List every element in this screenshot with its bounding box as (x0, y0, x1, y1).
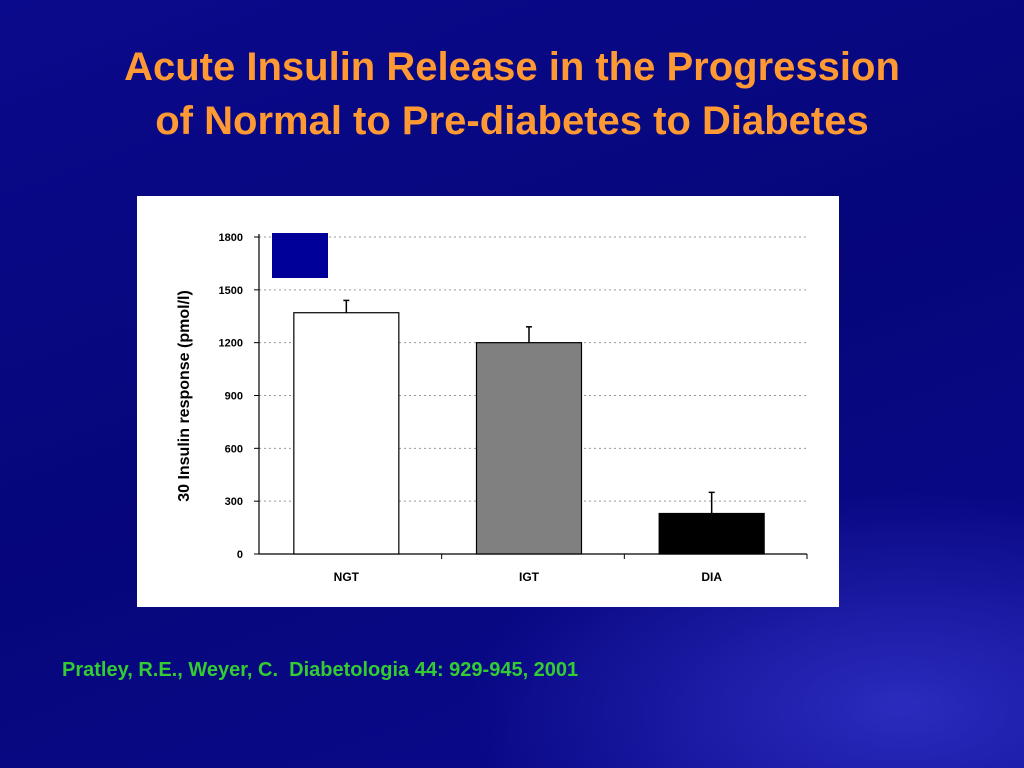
bar-igt (475, 342, 583, 555)
title-line-1: Acute Insulin Release in the Progression (124, 45, 900, 89)
bars (293, 299, 765, 555)
x-tick-label-igt: IGT (519, 570, 540, 584)
bar-ngt (293, 312, 400, 555)
chart-panel: 0 300 600 900 1200 1500 1800 NGT IGT DIA 30 Insuli… (137, 196, 839, 607)
labels: 0 300 600 900 1200 1500 1800 NGT IGT DIA 30 Insuli… (176, 232, 722, 584)
bar-dia (658, 512, 765, 555)
x-tick-label-ngt: NGT (334, 570, 360, 584)
y-tick-label: 300 (225, 496, 243, 508)
slide-title: Acute Insulin Release in the Progression… (0, 40, 1024, 148)
y-tick-label: 0 (237, 549, 243, 561)
title-line-2: of Normal to Pre-diabetes to Diabetes (155, 99, 869, 143)
y-axis-title: 30 Insulin response (pmol/l) (176, 290, 193, 502)
y-tick-label: 1200 (219, 338, 243, 350)
bar-chart: 0 300 600 900 1200 1500 1800 NGT IGT DIA 30 Insuli… (176, 232, 808, 584)
x-tick-label-dia: DIA (701, 570, 722, 584)
y-tick-label: 1800 (219, 232, 243, 244)
y-tick-label: 1500 (219, 285, 243, 297)
legend-swatch (272, 233, 328, 278)
y-tick-label: 600 (225, 443, 243, 455)
y-tick-label: 900 (225, 391, 243, 403)
citation: Pratley, R.E., Weyer, C. Diabetologia 44… (62, 659, 579, 681)
